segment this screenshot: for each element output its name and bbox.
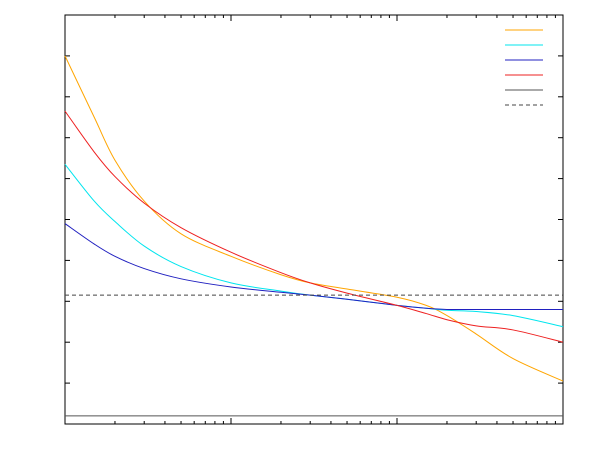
series-line-4 — [64, 110, 564, 343]
axis-ticks — [64, 14, 564, 425]
legend — [505, 29, 543, 106]
series-lines — [64, 55, 564, 417]
plot-frame — [64, 14, 564, 425]
